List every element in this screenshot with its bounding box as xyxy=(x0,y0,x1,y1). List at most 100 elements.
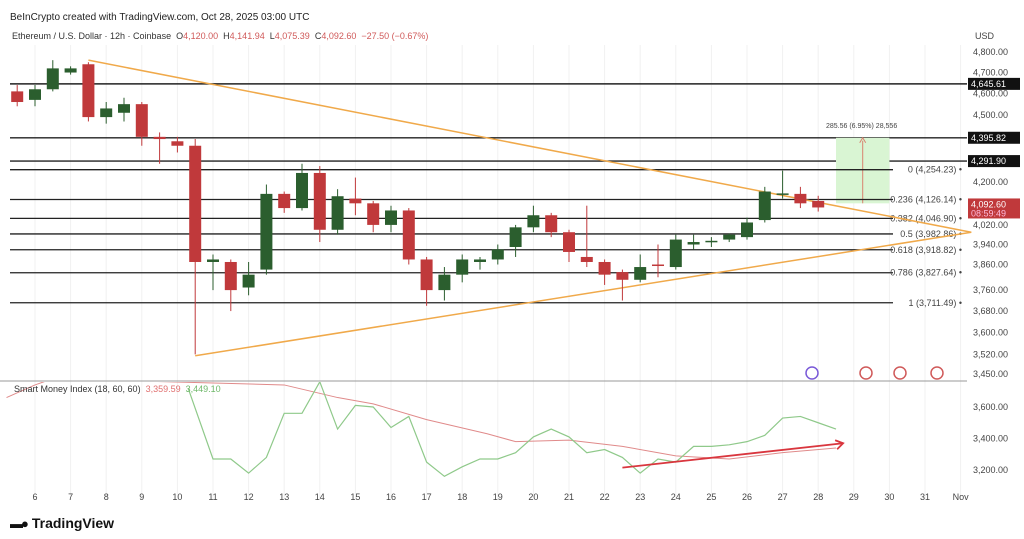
candle-body xyxy=(331,196,344,230)
candle xyxy=(171,136,184,153)
candle xyxy=(64,66,77,75)
x-tick-label: Nov xyxy=(953,492,970,502)
y-tick-label: 3,860.00 xyxy=(973,260,1008,270)
candle-body xyxy=(438,274,451,291)
symbol-name: Ethereum / U.S. Dollar · 12h · Coinbase xyxy=(12,31,172,41)
candle xyxy=(296,163,308,211)
fib-level-label: 0.786 (3,827.64) • xyxy=(890,268,962,278)
candle-body xyxy=(491,249,504,260)
candle xyxy=(313,166,326,243)
candle-body xyxy=(741,222,753,238)
fib-level-label: 0.236 (4,126.14) • xyxy=(890,194,962,204)
candle xyxy=(634,254,647,283)
tradingview-logo[interactable]: ▬● TradingView xyxy=(10,515,114,531)
x-tick-label: 18 xyxy=(457,492,467,502)
y-tick-label: 3,450.00 xyxy=(973,369,1008,379)
level-price-tag xyxy=(968,155,1020,168)
high-label: H xyxy=(223,31,230,41)
x-tick-label: 30 xyxy=(884,492,894,502)
candle-body xyxy=(669,239,682,268)
candle-body xyxy=(616,272,629,280)
candle-body xyxy=(46,68,59,90)
candle-body xyxy=(100,108,113,118)
change-value: −27.50 (−0.67%) xyxy=(361,31,429,41)
x-tick-label: 14 xyxy=(315,492,325,502)
smi-tick-label: 3,600.00 xyxy=(973,402,1008,412)
y-tick-label: 4,800.00 xyxy=(973,47,1008,57)
y-tick-label: 4,700.00 xyxy=(973,68,1008,78)
x-tick-label: 10 xyxy=(172,492,182,502)
candle-body xyxy=(563,232,575,252)
candle xyxy=(189,139,202,355)
candle xyxy=(741,217,753,240)
target-label: 285.56 (6.95%) 28,556 xyxy=(826,123,897,130)
candle-body xyxy=(135,104,148,137)
x-tick-label: 28 xyxy=(813,492,823,502)
candle xyxy=(812,195,825,212)
tv-logo-icon: ▬● xyxy=(10,515,29,531)
candle xyxy=(420,256,433,306)
candle xyxy=(278,191,291,213)
candle xyxy=(491,244,504,265)
fib-level-label: 1 (3,711.49) • xyxy=(908,298,962,308)
fib-level-label: 0 (4,254.23) • xyxy=(908,165,962,175)
economic-event-icon xyxy=(859,366,873,380)
x-tick-label: 27 xyxy=(778,492,788,502)
x-tick-label: 9 xyxy=(139,492,144,502)
divergence-arrow xyxy=(622,442,844,469)
candle-body xyxy=(385,210,397,225)
candle-body xyxy=(474,259,486,262)
candle xyxy=(11,85,24,107)
candle xyxy=(331,189,344,235)
candle-body xyxy=(153,136,166,140)
candle-body xyxy=(705,240,718,243)
target-arrow-head xyxy=(859,136,867,144)
y-tick-label: 4,500.00 xyxy=(973,110,1008,120)
level-price-tag xyxy=(968,131,1020,144)
candle xyxy=(29,85,41,107)
candle-body xyxy=(207,259,219,262)
candle xyxy=(224,259,237,312)
x-tick-label: 26 xyxy=(742,492,752,502)
x-tick-label: 15 xyxy=(350,492,360,502)
candle-body xyxy=(794,193,807,204)
candle xyxy=(135,102,148,146)
divergence-arrow-head xyxy=(834,439,845,450)
open-value: 4,120.00 xyxy=(183,31,219,41)
candle-body xyxy=(652,264,664,267)
candle-body xyxy=(171,141,184,146)
x-tick-label: 22 xyxy=(600,492,610,502)
economic-event-icon xyxy=(930,366,944,380)
candle-body xyxy=(580,256,593,262)
axis-currency: USD xyxy=(975,31,995,41)
credit-text: BeInCrypto created with TradingView.com,… xyxy=(10,12,310,23)
candle-body xyxy=(242,274,255,288)
candle-body xyxy=(349,198,362,204)
level-price-label: 4,395.82 xyxy=(971,133,1006,143)
candle xyxy=(758,186,771,223)
fib-level-label: 0.382 (4,046.90) • xyxy=(890,213,962,223)
x-tick-label: 23 xyxy=(635,492,645,502)
candle xyxy=(349,177,362,216)
close-value: 4,092.60 xyxy=(321,31,357,41)
candle-body xyxy=(402,210,415,260)
candle-body xyxy=(189,145,202,262)
symbol-legend: Ethereum / U.S. Dollar · 12h · Coinbase … xyxy=(12,31,428,41)
low-value: 4,075.39 xyxy=(274,31,310,41)
tv-logo-text: TradingView xyxy=(31,515,115,531)
smi-tick-label: 3,400.00 xyxy=(973,434,1008,444)
x-tick-label: 6 xyxy=(32,492,37,502)
economic-event-icon xyxy=(893,366,907,380)
candle xyxy=(509,224,522,257)
candle-body xyxy=(82,64,95,118)
candle xyxy=(687,234,700,250)
candle xyxy=(438,267,451,301)
y-tick-label: 4,020.00 xyxy=(973,220,1008,230)
candle-body xyxy=(29,89,41,100)
x-tick-label: 8 xyxy=(104,492,109,502)
candle xyxy=(118,97,130,122)
level-price-tag xyxy=(968,77,1020,90)
candle xyxy=(207,254,219,291)
